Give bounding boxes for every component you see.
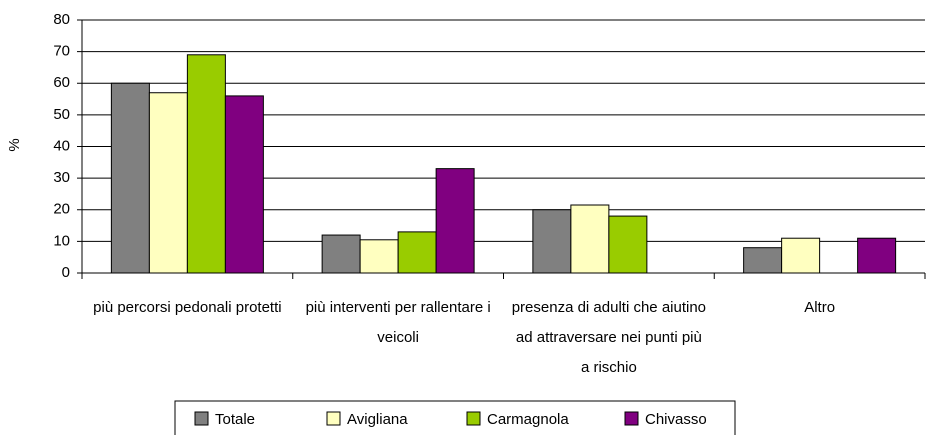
bar — [397, 231, 437, 274]
x-tick-label: Altro — [804, 299, 836, 316]
bar — [148, 92, 188, 274]
legend-label: Avigliana — [347, 411, 408, 428]
bar — [532, 209, 572, 274]
legend-label: Chivasso — [645, 411, 707, 428]
legend-swatch — [624, 411, 639, 426]
x-tick-label: più percorsi pedonali protetti — [93, 299, 282, 316]
y-tick-label: 50 — [53, 106, 70, 123]
bar — [608, 215, 648, 274]
bar — [186, 54, 226, 274]
legend-swatch — [326, 411, 341, 426]
x-tick-label: più interventi per rallentare i veicoli — [305, 299, 491, 346]
bar — [857, 237, 897, 274]
y-tick-label: 0 — [62, 264, 70, 281]
bar — [110, 82, 150, 274]
legend-box — [174, 400, 736, 435]
bar — [570, 204, 610, 274]
y-tick-label: 30 — [53, 169, 70, 186]
legend-swatch — [194, 411, 209, 426]
bar — [321, 234, 361, 274]
y-tick-label: 20 — [53, 201, 70, 218]
legend-swatch — [466, 411, 481, 426]
y-tick-label: 60 — [53, 74, 70, 91]
bar — [359, 239, 399, 274]
y-tick-label: 40 — [53, 137, 70, 154]
y-axis-label: % — [6, 138, 23, 151]
bar — [224, 95, 264, 274]
legend-label: Totale — [215, 411, 255, 428]
bar — [743, 247, 783, 274]
bar — [781, 237, 821, 274]
legend-label: Carmagnola — [487, 411, 569, 428]
y-tick-label: 10 — [53, 232, 70, 249]
bar — [435, 168, 475, 274]
x-tick-label: presenza di adulti che aiutino ad attrav… — [511, 299, 707, 376]
y-tick-label: 70 — [53, 43, 70, 60]
y-tick-label: 80 — [53, 11, 70, 28]
